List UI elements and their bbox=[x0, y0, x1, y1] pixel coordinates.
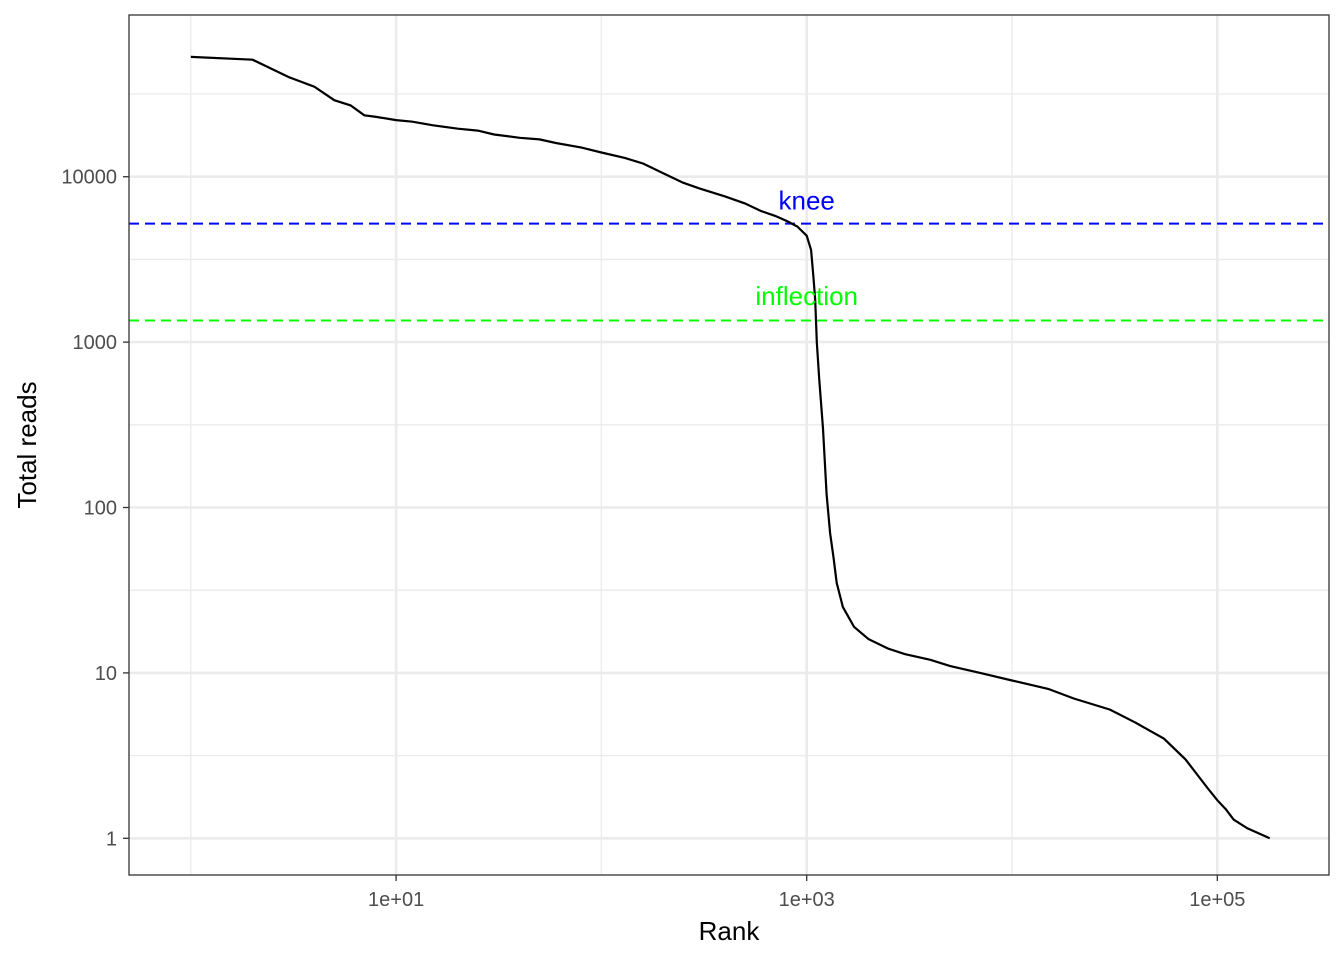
threshold-lines bbox=[129, 222, 1329, 322]
x-axis: 1e+01 1e+03 1e+05 bbox=[368, 875, 1245, 911]
inflection-label: inflection bbox=[755, 281, 858, 311]
plot-panel bbox=[129, 15, 1329, 875]
x-axis-title: Rank bbox=[699, 916, 761, 946]
y-tick-label: 100 bbox=[84, 498, 117, 520]
y-tick-label: 1000 bbox=[73, 332, 118, 354]
major-gridlines bbox=[129, 15, 1329, 875]
x-tick-label: 1e+05 bbox=[1189, 889, 1245, 911]
y-tick-label: 10000 bbox=[61, 167, 117, 189]
y-axis-title: Total reads bbox=[12, 381, 42, 508]
threshold-annotations: knee inflection bbox=[755, 185, 858, 311]
x-tick-label: 1e+03 bbox=[779, 889, 835, 911]
x-tick-label: 1e+01 bbox=[368, 889, 424, 911]
y-tick-label: 10 bbox=[95, 663, 117, 685]
rank-curve bbox=[190, 55, 1271, 840]
panel-border bbox=[128, 14, 1330, 876]
knee-label: knee bbox=[779, 185, 835, 215]
y-axis: 1 10 100 1000 10000 bbox=[61, 167, 129, 850]
y-tick-label: 1 bbox=[106, 828, 117, 850]
